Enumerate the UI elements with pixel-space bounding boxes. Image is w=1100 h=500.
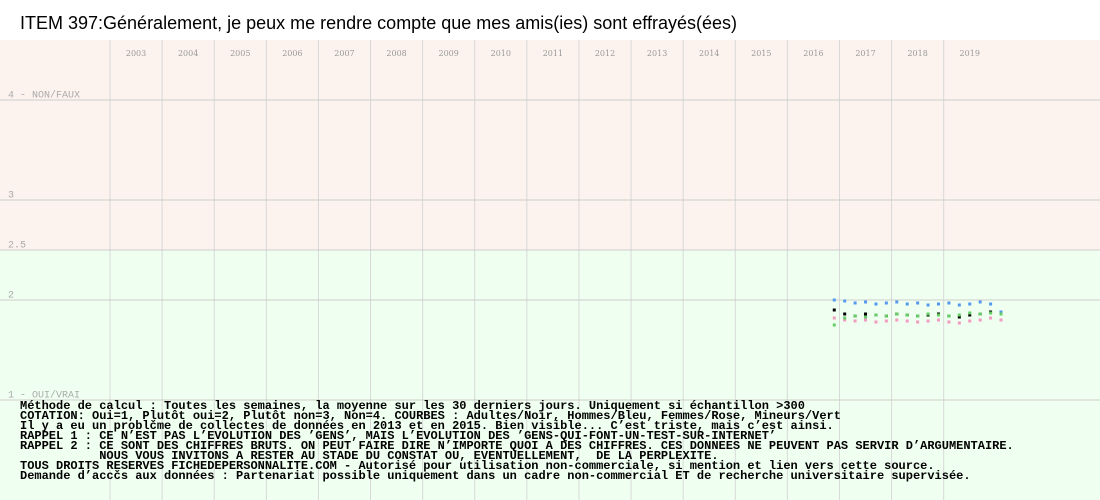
data-point [989, 302, 993, 306]
data-point [989, 316, 993, 320]
data-point [999, 318, 1003, 322]
x-tick-label: 2006 [282, 49, 302, 58]
y-tick-label: 1 - OUI/VRAI [8, 390, 80, 402]
x-tick-label: 2011 [543, 49, 563, 58]
x-tick-label: 2019 [960, 49, 980, 58]
data-point [916, 320, 920, 324]
x-tick-label: 2015 [751, 49, 771, 58]
x-tick-label: 2008 [386, 49, 406, 58]
y-tick-label: 2 [8, 291, 14, 302]
y-tick-label: 2.5 [8, 241, 26, 252]
notes: Méthode de calcul : Toutes les semaines,… [20, 399, 1014, 483]
note-line: RAPPEL 2 : CE SONT DES CHIFFRES BRUTS. O… [20, 439, 1014, 453]
data-point [895, 318, 899, 322]
data-point [957, 313, 961, 317]
data-point [968, 319, 972, 323]
x-tick-label: 2003 [126, 49, 146, 58]
note-line: TOUS DROITS RESERVES FICHEDEPERSONNALITE… [20, 459, 935, 473]
data-point [978, 300, 982, 304]
data-point [884, 319, 888, 323]
data-point [978, 312, 982, 316]
data-point [926, 319, 930, 323]
data-point [926, 303, 930, 307]
data-point [884, 301, 888, 305]
x-tick-label: 2009 [439, 49, 459, 58]
x-tick-label: 2013 [647, 49, 667, 58]
note-line: RAPPEL 1 : CE N’EST PAS L’EVOLUTION DES … [20, 429, 777, 443]
chart-title: ITEM 397:Généralement, je peux me rendre… [20, 13, 737, 33]
data-point [968, 302, 972, 306]
data-point [905, 302, 909, 306]
x-tick-label: 2012 [595, 49, 615, 58]
data-point [957, 321, 961, 325]
note-line: NOUS VOUS INVITONS A RESTER AU STADE DU … [20, 449, 719, 463]
data-point [864, 315, 868, 319]
x-tick-label: 2010 [491, 49, 511, 58]
x-tick-label: 2004 [178, 49, 198, 58]
note-line: Méthode de calcul : Toutes les semaines,… [20, 399, 805, 413]
x-tick-label: 2005 [230, 49, 250, 58]
data-point [957, 303, 961, 307]
data-point [864, 300, 868, 304]
note-line: Il y a eu un problčme de collectes de do… [20, 419, 834, 433]
x-tick-label: 2018 [907, 49, 927, 58]
data-point [832, 323, 836, 327]
x-tick-label: 2016 [803, 49, 823, 58]
data-point [905, 313, 909, 317]
data-point [853, 301, 857, 305]
data-point [936, 318, 940, 322]
band-high [0, 40, 1100, 250]
data-point [874, 302, 878, 306]
data-point [832, 308, 836, 312]
x-tick-label: 2007 [334, 49, 354, 58]
x-tick-label: 2017 [855, 49, 875, 58]
data-point [895, 300, 899, 304]
data-point [843, 299, 847, 303]
note-line: Demande d’accčs aux données : Partenaria… [20, 469, 971, 483]
marks [832, 298, 1003, 327]
data-point [853, 314, 857, 318]
data-point [832, 316, 836, 320]
data-point [947, 320, 951, 324]
y-tick-label: 3 [8, 191, 14, 202]
data-point [864, 318, 868, 322]
data-point [968, 311, 972, 315]
data-point [916, 301, 920, 305]
data-point [947, 301, 951, 305]
data-point [832, 298, 836, 302]
grid: 2003 2004 2005 2006 2007 2008 2009 2010 2011 2012… [0, 40, 1100, 500]
data-point [936, 302, 940, 306]
data-point [968, 313, 972, 317]
data-point [999, 312, 1003, 316]
data-point [916, 314, 920, 318]
data-point [874, 313, 878, 317]
data-point [905, 319, 909, 323]
data-point [926, 312, 930, 316]
data-point [957, 315, 961, 319]
data-point [999, 310, 1003, 314]
data-point [843, 316, 847, 320]
data-point [978, 318, 982, 322]
data-point [853, 319, 857, 323]
x-tick-label: 2014 [699, 49, 719, 58]
data-point [843, 312, 847, 316]
data-point [936, 313, 940, 317]
data-point [895, 312, 899, 316]
data-point [843, 318, 847, 322]
data-point [884, 314, 888, 318]
data-point [864, 312, 868, 316]
data-point [947, 314, 951, 318]
note-line: COTATION: Oui=1, Plutôt oui=2, Plutôt no… [20, 409, 841, 423]
data-point [989, 311, 993, 315]
data-point [874, 320, 878, 324]
band-low [0, 250, 1100, 500]
y-tick-label: 4 - NON/FAUX [8, 90, 80, 102]
